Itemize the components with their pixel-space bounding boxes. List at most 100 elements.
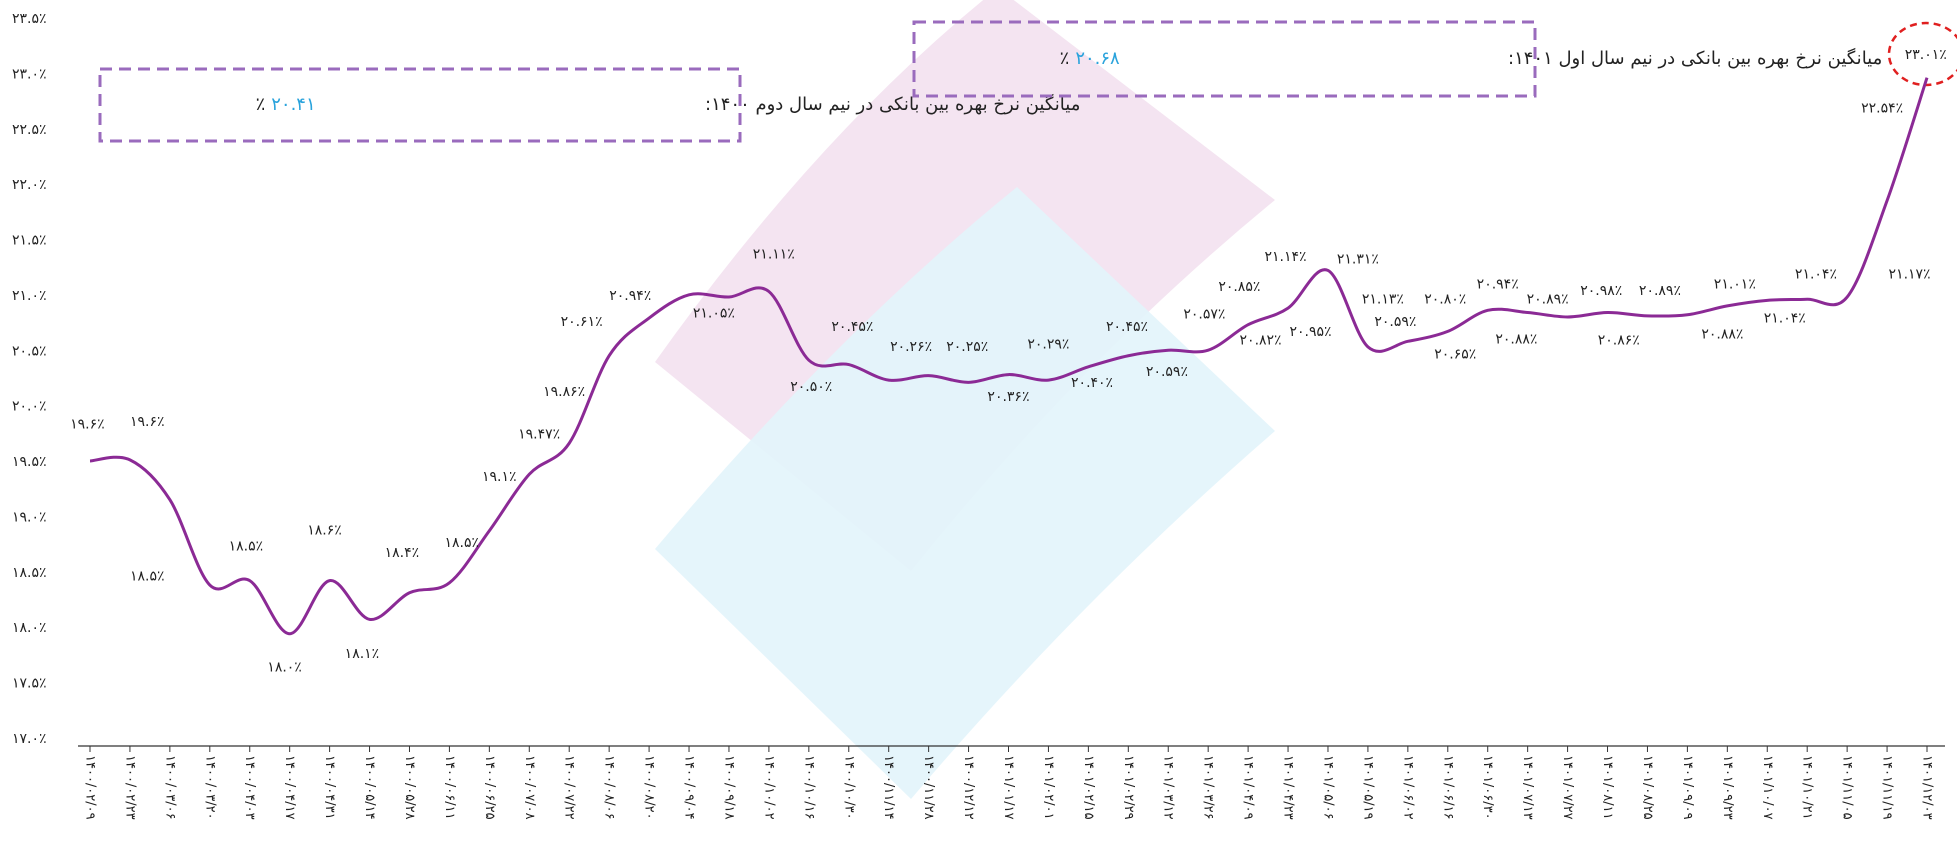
x-tick-label: ۱۴۰۱/۰۶/۳۰: [1480, 755, 1495, 820]
data-label: ۲۲.۵۴٪: [1861, 101, 1903, 117]
data-label: ۲۰.۹۴٪: [1477, 277, 1519, 293]
data-label: ۱۸.۵٪: [130, 569, 165, 585]
x-tick-label: ۱۴۰۱/۰۸/۱۱: [1600, 755, 1615, 820]
x-tick-label: ۱۴۰۱/۱۱/۱۹: [1880, 755, 1895, 820]
data-label: ۲۰.۹۵٪: [1289, 324, 1331, 340]
data-label: ۱۸.۵٪: [229, 539, 264, 555]
data-label: ۱۸.۶٪: [307, 522, 342, 538]
x-tick-label: ۱۴۰۰/۰۷/۲۲: [562, 755, 577, 820]
y-tick-label: ۱۹.۰٪: [12, 509, 47, 525]
callout-value: ۲۰.۴۱: [271, 94, 315, 115]
data-label: ۲۰.۸۸٪: [1495, 331, 1537, 347]
data-label: ۲۰.۵۷٪: [1183, 307, 1225, 323]
x-tick-label: ۱۴۰۰/۰۳/۲۰: [202, 755, 217, 820]
x-tick-label: ۱۴۰۰/۰۲/۲۳: [122, 755, 137, 820]
x-tick-label: ۱۴۰۰/۰۳/۰۶: [162, 755, 177, 820]
data-label: ۲۱.۰۴٪: [1764, 310, 1806, 326]
watermark-blue: [655, 187, 1275, 799]
x-tick-label: ۱۴۰۱/۰۷/۲۷: [1560, 755, 1575, 820]
x-tick-label: ۱۴۰۰/۰۹/۱۸: [721, 755, 736, 820]
x-tick-label: ۱۴۰۱/۰۳/۱۲: [1161, 755, 1176, 820]
x-tick-label: ۱۴۰۱/۰۵/۱۹: [1360, 755, 1375, 820]
x-tick-label: ۱۴۰۰/۰۲/۰۹: [83, 755, 98, 820]
data-label: ۲۰.۲۶٪: [890, 339, 932, 355]
data-line: [89, 77, 1929, 636]
data-label: ۲۱.۱۷٪: [1889, 267, 1931, 283]
x-tick-label: ۱۴۰۱/۰۸/۲۵: [1640, 755, 1655, 820]
x-tick-label: ۱۴۰۱/۰۱/۱۷: [1001, 755, 1016, 820]
data-label: ۱۹.۱٪: [482, 469, 517, 485]
data-label: ۲۰.۸۹٪: [1639, 283, 1681, 299]
x-tick-label: ۱۴۰۰/۱۰/۰۲: [761, 755, 776, 820]
y-tick-label: ۲۳.۰٪: [12, 66, 47, 82]
x-tick-label: ۱۴۰۱/۱۰/۰۷: [1760, 755, 1775, 820]
y-tick-label: ۱۸.۰٪: [12, 620, 47, 636]
y-tick-label: ۲۱.۰٪: [12, 288, 47, 304]
data-label: ۲۰.۸۲٪: [1240, 333, 1282, 349]
x-tick-label: ۱۴۰۰/۰۸/۲۰: [642, 755, 657, 820]
x-tick-label: ۱۴۰۰/۰۵/۲۸: [402, 755, 417, 820]
y-tick-label: ۲۰.۰٪: [12, 399, 47, 415]
x-tick-label: ۱۴۰۱/۰۹/۲۳: [1720, 755, 1735, 820]
y-tick-label: ۱۷.۰٪: [12, 731, 47, 747]
data-label: ۲۱.۰۱٪: [1714, 277, 1756, 293]
data-label: ۱۹.۶٪: [130, 414, 165, 430]
y-tick-label: ۱۷.۵٪: [12, 676, 47, 692]
data-label: ۲۰.۸۸٪: [1701, 326, 1743, 342]
x-tick-label: ۱۴۰۱/۰۴/۲۳: [1281, 755, 1296, 820]
y-tick-label: ۱۹.۵٪: [12, 454, 47, 470]
data-label: ۱۹.۶٪: [70, 416, 105, 432]
data-label: ۱۸.۱٪: [345, 646, 380, 662]
data-label: ۲۰.۳۶٪: [987, 389, 1029, 405]
data-label: ۲۱.۱۳٪: [1362, 292, 1404, 308]
data-label: ۲۰.۲۵٪: [946, 339, 988, 355]
x-tick-label: ۱۴۰۱/۰۲/۲۹: [1121, 755, 1136, 820]
x-tick-label: ۱۴۰۰/۰۴/۳۱: [322, 755, 337, 820]
x-tick-label: ۱۴۰۰/۰۹/۰۴: [682, 755, 697, 820]
callout-unit: ٪: [1060, 48, 1070, 69]
data-label: ۲۱.۰۴٪: [1795, 267, 1837, 283]
data-label: ۲۰.۴۰٪: [1071, 375, 1113, 391]
x-tick-label: ۱۴۰۱/۰۹/۰۹: [1680, 755, 1695, 820]
data-label: ۱۸.۴٪: [385, 545, 420, 561]
y-tick-label: ۲۲.۰٪: [12, 177, 47, 193]
x-tick-label: ۱۴۰۱/۰۵/۰۶: [1320, 755, 1335, 820]
data-label: ۲۰.۵۹٪: [1146, 364, 1188, 380]
x-tick-label: ۱۴۰۰/۰۸/۰۶: [602, 755, 617, 820]
y-tick-label: ۲۳.۵٪: [12, 11, 47, 27]
x-tick-label: ۱۴۰۱/۰۷/۱۳: [1520, 755, 1535, 820]
x-tick-label: ۱۴۰۰/۰۴/۰۳: [242, 755, 257, 820]
data-label: ۲۱.۱۱٪: [753, 247, 795, 263]
data-label: ۲۰.۵۰٪: [790, 379, 832, 395]
callout-value: ۲۰.۶۸: [1075, 48, 1120, 69]
x-tick-label: ۱۴۰۱/۰۲/۰۱: [1041, 755, 1056, 820]
data-label: ۲۱.۱۴٪: [1264, 249, 1306, 265]
callout-box: [912, 20, 1537, 98]
x-tick-label: ۱۴۰۰/۱۰/۱۶: [801, 755, 816, 820]
data-label: ۲۰.۸۶٪: [1598, 333, 1640, 349]
x-tick-label: ۱۴۰۰/۰۶/۲۵: [482, 755, 497, 820]
x-tick-label: ۱۴۰۱/۰۳/۲۶: [1201, 755, 1216, 820]
callout-text: میانگین نرخ بهره بین بانکی در نیم سال دو…: [705, 93, 1080, 115]
data-label: ۲۰.۹۴٪: [609, 288, 651, 304]
data-label: ۲۱.۰۵٪: [693, 305, 735, 321]
data-label: ۱۹.۴۷٪: [518, 426, 560, 442]
watermark: [655, 0, 1275, 799]
x-tick-label: ۱۴۰۱/۱۱/۰۵: [1840, 755, 1855, 820]
data-label: ۲۰.۲۹٪: [1027, 336, 1069, 352]
x-tick-label: ۱۴۰۰/۰۴/۱۷: [282, 755, 297, 820]
data-label: ۲۰.۶۵٪: [1434, 346, 1476, 362]
x-tick-label: ۱۴۰۱/۱۰/۲۱: [1800, 755, 1815, 820]
y-tick-label: ۲۲.۵٪: [12, 122, 47, 138]
data-label: ۲۰.۹۸٪: [1580, 283, 1622, 299]
x-tick-label: ۱۴۰۱/۱۲/۰۳: [1920, 755, 1935, 820]
x-tick-label: ۱۴۰۰/۰۶/۱۱: [442, 755, 457, 820]
x-tick-label: ۱۴۰۱/۰۶/۰۲: [1400, 755, 1415, 820]
x-tick-label: ۱۴۰۱/۰۲/۱۵: [1081, 755, 1096, 820]
data-label: ۱۸.۵٪: [445, 535, 480, 551]
data-label: ۲۰.۴۵٪: [831, 319, 873, 335]
x-tick-label: ۱۴۰۰/۱۱/۲۸: [921, 755, 936, 820]
y-tick-label: ۱۸.۵٪: [12, 565, 47, 581]
x-tick-label: ۱۴۰۰/۰۷/۰۸: [522, 755, 537, 820]
x-tick-label: ۱۴۰۱/۰۴/۰۹: [1241, 755, 1256, 820]
